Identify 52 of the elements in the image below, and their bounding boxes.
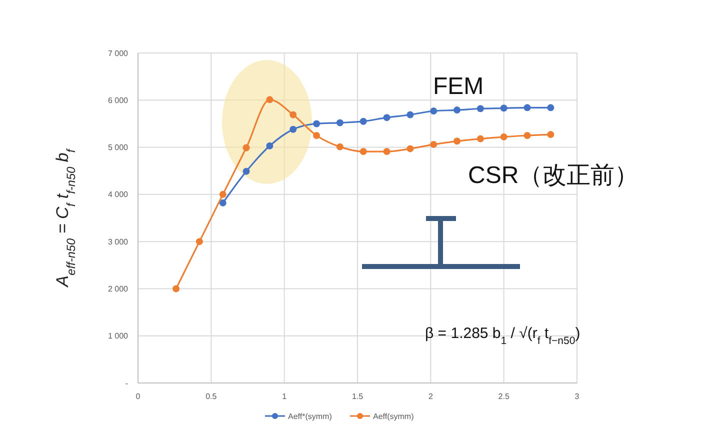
point [500, 133, 508, 140]
x-tick-label: 2 [428, 392, 434, 401]
point [242, 168, 250, 175]
point [242, 144, 250, 152]
point [313, 132, 320, 139]
point [360, 148, 367, 156]
point [524, 104, 531, 112]
x-tick-label: 3 [574, 392, 580, 401]
annotation: FEM [433, 73, 484, 100]
point [406, 145, 414, 152]
point [406, 111, 414, 118]
legend-label: Aeff(symm) [373, 412, 414, 421]
point [266, 96, 274, 104]
y-tick-label: 3 000 [108, 237, 129, 246]
x-tick-label: 1 [282, 392, 288, 401]
y-tick-label: 2 000 [108, 284, 129, 294]
annotation: β = 1.285 b$_{1}$ / √(r$_{f}$ t$_{f−n50}$) [425, 325, 580, 347]
point [524, 132, 531, 139]
y-tick-label: 5 000 [108, 143, 129, 152]
point [430, 107, 438, 114]
x-tick-label: 0.5 [206, 392, 218, 401]
point [547, 131, 554, 138]
y-tick-label: - [125, 378, 128, 388]
point [336, 119, 344, 126]
y-tick-label: 6 000 [108, 96, 129, 105]
point [383, 148, 390, 156]
point [454, 106, 461, 114]
point [219, 199, 226, 206]
point [336, 143, 344, 150]
point [383, 114, 390, 122]
point [500, 104, 508, 112]
x-tick-label: 2.5 [498, 392, 510, 401]
point [172, 285, 180, 292]
y-tick-label: 1 000 [108, 332, 129, 341]
point [476, 105, 484, 112]
legend-label: Aeff*(symm) [288, 412, 332, 421]
point [219, 190, 226, 198]
point [266, 142, 274, 150]
point [430, 140, 438, 148]
x-tick-label: 0 [136, 392, 141, 401]
point [454, 138, 461, 145]
point [360, 118, 367, 125]
point [313, 120, 320, 128]
x-tick-label: 1.5 [352, 392, 364, 401]
y-tick-label: 7 000 [108, 48, 129, 58]
point [290, 111, 297, 118]
point [290, 126, 297, 133]
point [476, 135, 484, 142]
point [547, 104, 554, 112]
point [196, 238, 203, 246]
annotation: CSR（改正前） [468, 162, 639, 189]
y-tick-label: 4 000 [108, 190, 129, 200]
